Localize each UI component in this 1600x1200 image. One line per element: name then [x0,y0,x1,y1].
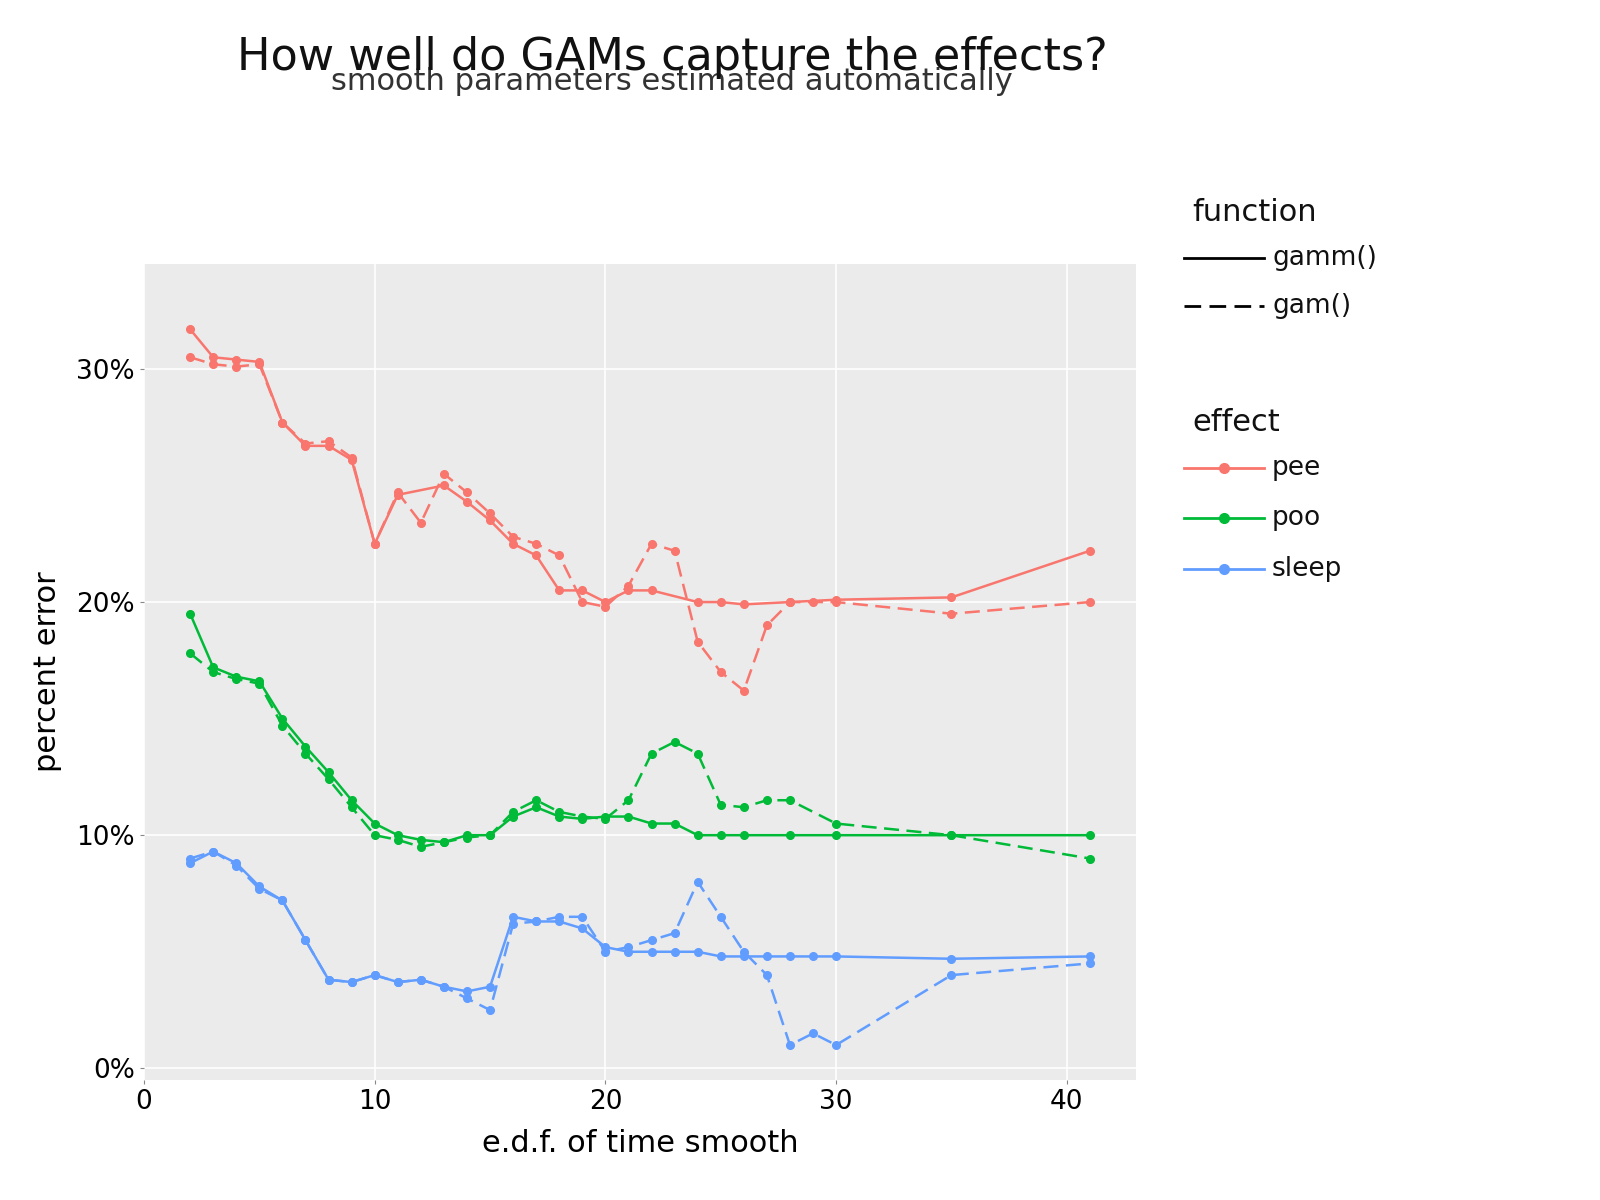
Text: gam(): gam() [1272,293,1350,319]
Y-axis label: percent error: percent error [34,571,62,773]
Text: pee: pee [1272,455,1322,481]
X-axis label: e.d.f. of time smooth: e.d.f. of time smooth [482,1129,798,1158]
Text: sleep: sleep [1272,556,1342,582]
Text: effect: effect [1192,408,1280,437]
Text: function: function [1192,198,1317,227]
Text: How well do GAMs capture the effects?: How well do GAMs capture the effects? [237,36,1107,79]
Text: poo: poo [1272,505,1322,532]
Text: smooth parameters estimated automatically: smooth parameters estimated automaticall… [331,67,1013,96]
Text: gamm(): gamm() [1272,245,1378,271]
